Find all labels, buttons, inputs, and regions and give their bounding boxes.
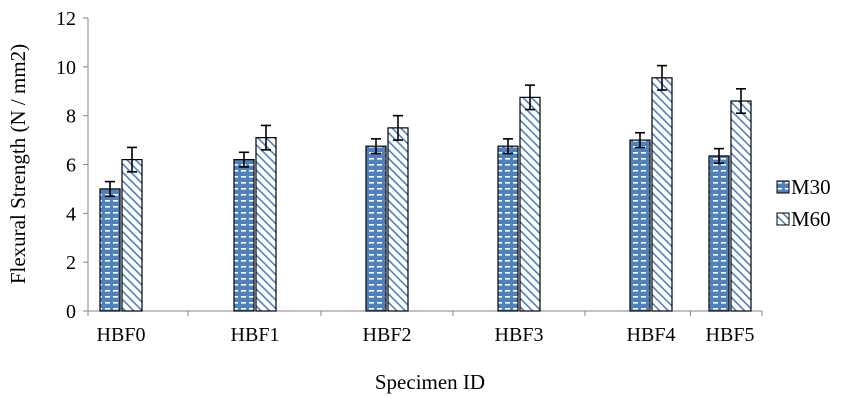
x-tick-label: HBF1 [231,324,280,346]
x-tick-label: HBF2 [363,324,412,346]
x-tick-label: HBF3 [495,324,544,346]
legend-label-m60: M60 [791,207,831,231]
y-tick-label: 12 [56,8,76,30]
y-tick-label: 10 [56,57,76,79]
y-tick-label: 6 [66,155,76,177]
bar-m60-hbf0 [121,159,143,312]
legend-swatch-m60 [776,212,790,226]
bar-m30-hbf2 [365,145,387,312]
bar-m30-hbf1 [233,159,255,312]
bar-m60-hbf3 [519,96,541,312]
error-bars [105,64,746,198]
x-tick-label: HBF4 [627,324,676,346]
y-tick-label: 8 [66,106,76,128]
bar-m30-hbf3 [497,145,519,312]
x-tick-label: HBF5 [706,324,755,346]
bar-m30-hbf0 [99,188,121,312]
y-axis-title: Flexural Strength (N / mm2) [6,44,30,284]
y-tick-label: 2 [66,252,76,274]
legend: M30 M60 [776,175,831,231]
x-tick-label: HBF0 [97,324,146,346]
bar-m30-hbf4 [629,139,651,312]
labels: 0 2 4 6 8 10 12 HBF0 HBF1 HBF2 HBF3 HBF4 HBF5 [56,8,754,346]
y-tick-label: 0 [66,301,76,323]
legend-label-m30: M30 [791,175,831,199]
bar-m60-hbf4 [651,77,673,312]
x-axis-title: Specimen ID [375,370,485,394]
legend-swatch-m30 [776,180,790,194]
bars [99,77,752,312]
bar-m60-hbf5 [730,100,752,312]
bar-m60-hbf2 [387,127,409,312]
bar-m60-hbf1 [255,137,277,312]
bar-m30-hbf5 [708,155,730,312]
y-tick-label: 4 [66,203,76,225]
